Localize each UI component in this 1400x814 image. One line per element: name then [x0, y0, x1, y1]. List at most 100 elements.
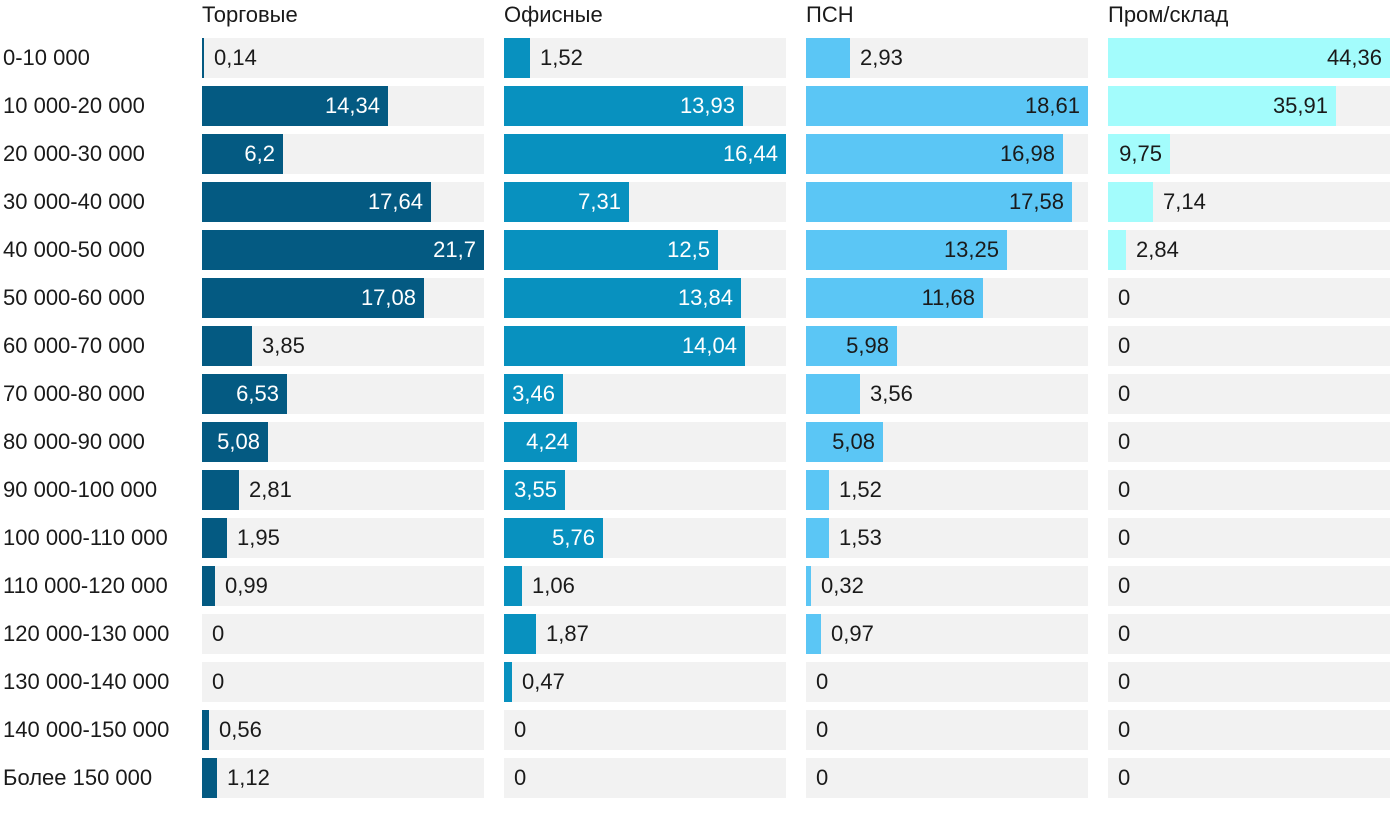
bar	[202, 134, 283, 174]
data-label: 0	[816, 669, 829, 694]
data-label: 16,44	[722, 141, 778, 166]
data-label: 6,53	[236, 381, 279, 406]
bar	[202, 326, 252, 366]
data-label: 0,47	[522, 669, 565, 694]
bar-track	[1108, 230, 1390, 270]
bar-track	[202, 518, 484, 558]
bar-track	[806, 470, 1088, 510]
category-label: 60 000-70 000	[3, 333, 145, 358]
data-label: 3,85	[262, 333, 305, 358]
data-label: 0,14	[214, 45, 257, 70]
bar-track	[504, 566, 786, 606]
bar-track	[806, 758, 1088, 798]
bar-track	[1108, 182, 1390, 222]
data-label: 1,87	[546, 621, 589, 646]
data-label: 0	[1118, 669, 1131, 694]
panel-title: ПСН	[806, 2, 854, 27]
data-label: 13,84	[677, 285, 733, 310]
data-label: 0,97	[831, 621, 874, 646]
data-label: 35,91	[1272, 93, 1328, 118]
category-label: 80 000-90 000	[3, 429, 145, 454]
bar-track	[202, 566, 484, 606]
category-label: 40 000-50 000	[3, 237, 145, 262]
bar	[504, 566, 522, 606]
bar-track	[202, 470, 484, 510]
bar	[504, 422, 577, 462]
panel-title: Торговые	[202, 2, 298, 27]
bar	[202, 710, 209, 750]
data-label: 7,14	[1163, 189, 1206, 214]
data-label: 0	[1118, 429, 1131, 454]
bar	[1108, 86, 1336, 126]
bar	[202, 758, 217, 798]
data-label: 1,52	[839, 477, 882, 502]
bar	[202, 518, 227, 558]
data-label: 5,08	[217, 429, 260, 454]
data-label: 14,04	[681, 333, 737, 358]
category-label: 130 000-140 000	[3, 669, 170, 694]
bar	[504, 470, 565, 510]
data-label: 0	[1118, 621, 1131, 646]
bar	[504, 86, 743, 126]
data-label: 0	[212, 621, 225, 646]
data-label: 7,31	[578, 189, 621, 214]
bar-track	[504, 710, 786, 750]
bar-track	[1108, 278, 1390, 318]
category-label: 50 000-60 000	[3, 285, 145, 310]
data-label: 17,64	[367, 189, 423, 214]
data-label: 0	[1118, 381, 1131, 406]
bar-track	[1108, 662, 1390, 702]
bar	[1108, 134, 1170, 174]
data-label: 9,75	[1119, 141, 1162, 166]
category-label: 30 000-40 000	[3, 189, 145, 214]
panel-title: Офисные	[504, 2, 603, 27]
data-label: 1,52	[540, 45, 583, 70]
bar	[504, 278, 741, 318]
bar-track	[202, 614, 484, 654]
bar-track	[504, 662, 786, 702]
data-label: 3,56	[870, 381, 913, 406]
bar	[1108, 38, 1390, 78]
category-label: 100 000-110 000	[3, 525, 168, 550]
bar	[1108, 182, 1153, 222]
data-label: 17,08	[360, 285, 416, 310]
category-label: 120 000-130 000	[3, 621, 170, 646]
bar	[504, 614, 536, 654]
data-label: 0	[816, 765, 829, 790]
bar	[202, 422, 268, 462]
category-label: 90 000-100 000	[3, 477, 158, 502]
bar	[504, 662, 512, 702]
bar-track	[202, 662, 484, 702]
bar	[806, 374, 860, 414]
bar	[806, 470, 829, 510]
data-label: 1,53	[839, 525, 882, 550]
category-label: 70 000-80 000	[3, 381, 145, 406]
bar-track	[806, 38, 1088, 78]
bar	[806, 86, 1088, 126]
bar-track	[1108, 374, 1390, 414]
bar-track	[1108, 326, 1390, 366]
bar	[504, 182, 629, 222]
bar-track	[504, 758, 786, 798]
category-label: 20 000-30 000	[3, 141, 145, 166]
data-label: 17,58	[1008, 189, 1064, 214]
bar	[806, 566, 811, 606]
category-label: 0-10 000	[3, 45, 90, 70]
data-label: 2,93	[860, 45, 903, 70]
bar	[504, 326, 745, 366]
bar	[202, 230, 484, 270]
data-label: 14,34	[324, 93, 380, 118]
bar	[202, 566, 215, 606]
data-label: 0,99	[225, 573, 268, 598]
bar-track	[1108, 470, 1390, 510]
data-label: 4,24	[526, 429, 569, 454]
bar	[504, 374, 563, 414]
data-label: 44,36	[1326, 45, 1382, 70]
bar	[202, 182, 431, 222]
bar-track	[1108, 758, 1390, 798]
bar-track	[1108, 614, 1390, 654]
bar-track	[806, 710, 1088, 750]
bar-track	[806, 566, 1088, 606]
data-label: 2,84	[1136, 237, 1179, 262]
